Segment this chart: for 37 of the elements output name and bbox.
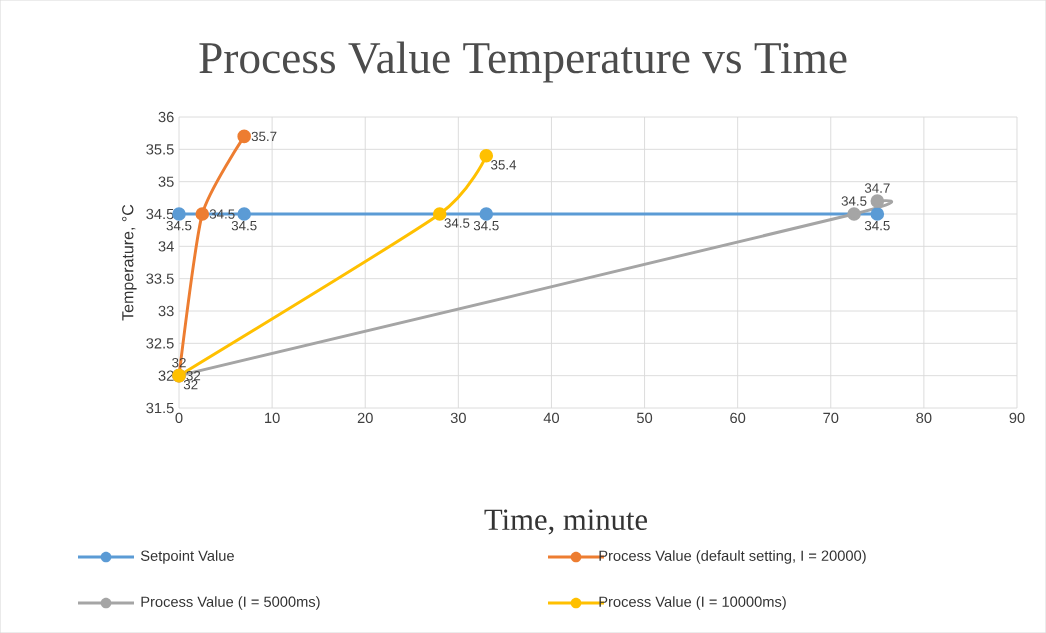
data-label: 34.7 <box>864 183 890 193</box>
data-label: 34.5 <box>209 209 235 219</box>
x-axis-title: Time, minute <box>484 509 648 535</box>
x-tick-label: 80 <box>916 412 932 424</box>
data-label: 34.5 <box>231 220 257 231</box>
x-tick-label: 30 <box>450 412 466 424</box>
x-tick-label: 50 <box>636 412 653 424</box>
data-label: 32 <box>186 370 201 381</box>
y-tick-label: 31.5 <box>146 402 174 414</box>
y-tick-label: 33.5 <box>146 273 174 284</box>
x-tick-label: 0 <box>175 412 183 424</box>
data-label: 34.5 <box>473 220 499 231</box>
legend-label: Process Value (I = 5000ms) <box>141 596 320 610</box>
y-tick-label: 36 <box>158 111 174 123</box>
x-tick-label: 70 <box>823 412 839 424</box>
chart-title: Process Value Temperature vs Time <box>199 41 847 83</box>
data-label: 34.5 <box>166 220 192 231</box>
y-tick-label: 35 <box>158 176 174 187</box>
data-label: 32 <box>183 379 198 390</box>
data-label: 34.5 <box>864 220 890 231</box>
data-label: 35.7 <box>251 131 277 142</box>
y-tick-label: 32.5 <box>146 338 174 349</box>
data-label: 34.5 <box>841 196 867 206</box>
legend-label: Process Value (I = 10000ms) <box>599 596 786 610</box>
legend-label: Process Value (default setting, I = 20000) <box>599 550 866 564</box>
data-label: 34.5 <box>444 218 470 228</box>
legend-label: Setpoint Value <box>140 550 234 564</box>
y-tick-label: 34 <box>158 241 174 252</box>
x-tick-label: 40 <box>543 412 560 424</box>
x-tick-label: 10 <box>265 412 280 424</box>
y-axis-title: Temperature, °C <box>122 204 137 321</box>
x-tick-label: 60 <box>730 412 746 424</box>
x-tick-label: 90 <box>1009 412 1025 424</box>
data-label: 35.4 <box>491 160 517 170</box>
x-tick-label: 20 <box>357 412 373 424</box>
y-tick-label: 33 <box>158 305 174 317</box>
y-tick-label: 35.5 <box>146 144 174 155</box>
